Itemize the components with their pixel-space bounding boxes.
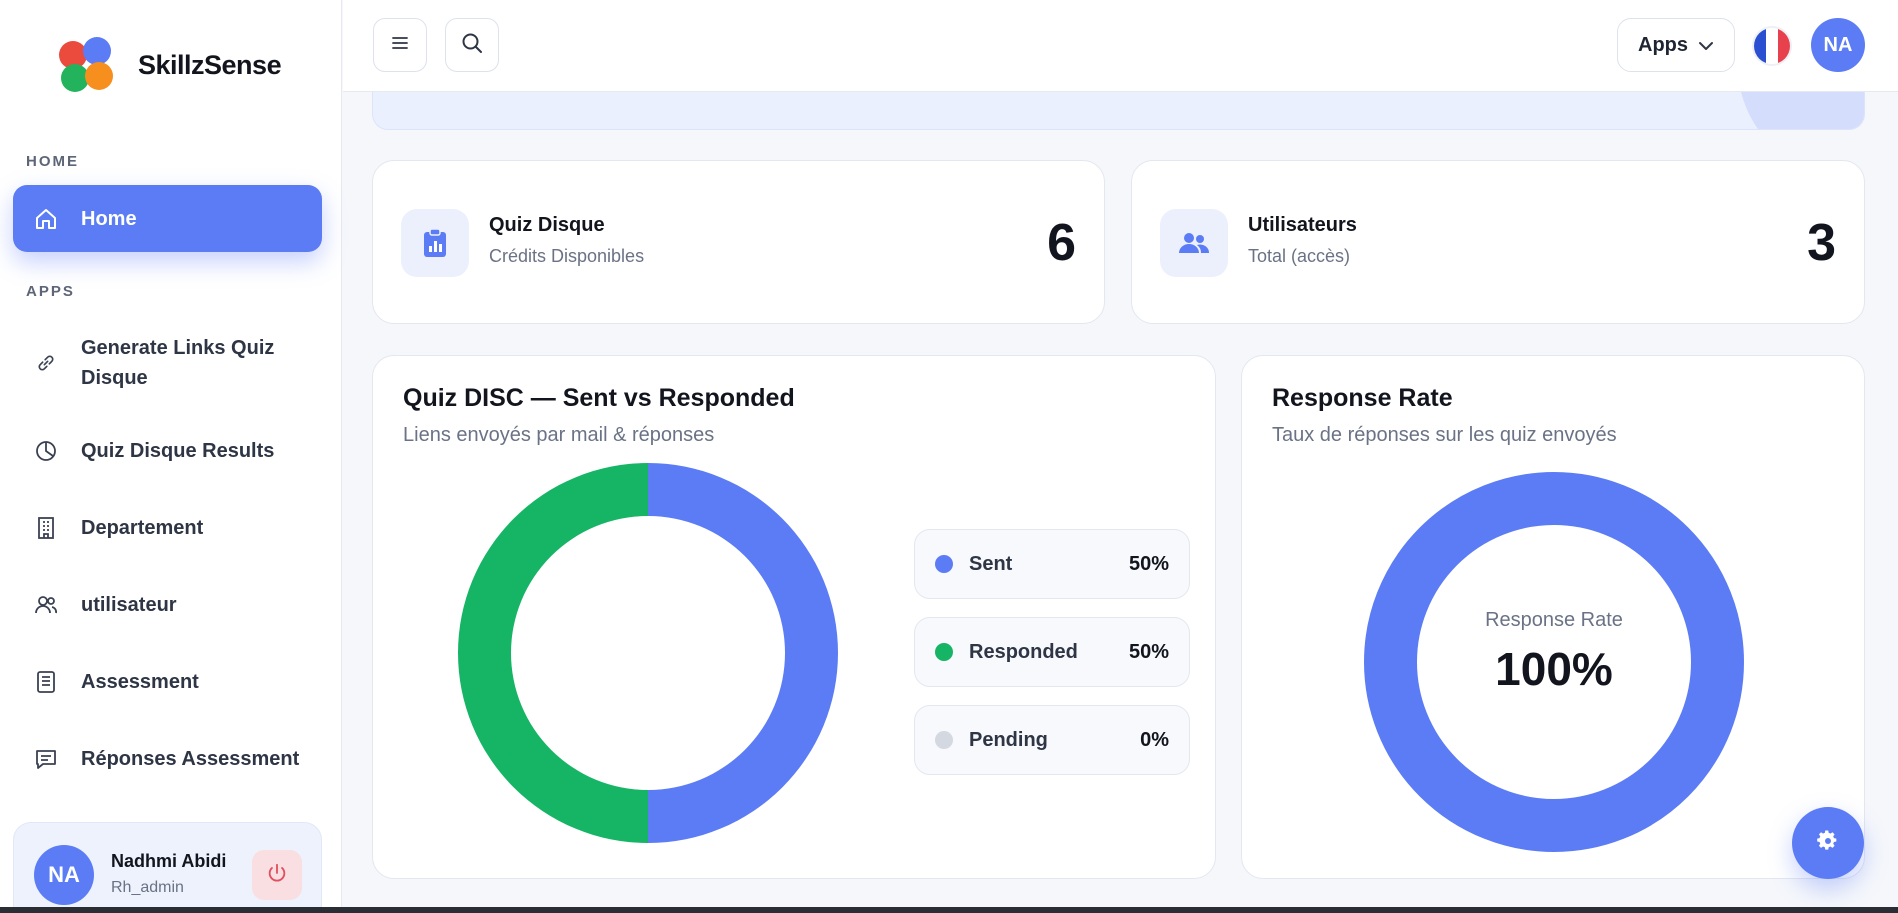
search-icon (460, 31, 484, 60)
user-role: Rh_admin (111, 879, 184, 896)
legend-value: 50% (1128, 552, 1169, 575)
sidebar-item-departement[interactable]: Departement (13, 505, 322, 551)
menu-icon (391, 35, 409, 56)
top-header: Apps NA (343, 0, 1898, 92)
stat-value: 3 (1807, 214, 1836, 272)
bottom-edge (0, 907, 1898, 913)
sidebar-item-generate-links[interactable]: Generate Links Quiz Disque (13, 329, 322, 397)
building-icon (33, 515, 59, 541)
brand-name: SkillzSense (138, 49, 282, 80)
chart-title: Response Rate (1272, 384, 1453, 412)
search-button[interactable] (445, 18, 499, 72)
stat-subtitle: Total (accès) (1248, 246, 1351, 266)
header-avatar[interactable]: NA (1811, 18, 1865, 72)
sidebar-item-quiz-results[interactable]: Quiz Disque Results (13, 428, 322, 474)
chart-card-response-rate: Response Rate Taux de réponses sur les q… (1241, 355, 1865, 879)
sidebar: SkillzSense HOME Home APPS Generate Link… (0, 0, 342, 913)
legend-item-pending[interactable]: Pending 0% (914, 705, 1190, 775)
link-icon (33, 350, 59, 376)
rate-donut-wrapper: Response Rate 100% (1364, 472, 1744, 852)
disc-donut-chart (458, 463, 838, 843)
logout-button[interactable] (252, 850, 302, 900)
skillzsense-logo (56, 34, 118, 96)
list-icon (33, 669, 59, 695)
legend-value: 50% (1128, 640, 1169, 663)
donut-center-label: Response Rate (1485, 609, 1623, 631)
chart-title: Quiz DISC — Sent vs Responded (403, 384, 795, 412)
chevron-down-icon (1698, 34, 1714, 57)
home-icon (33, 206, 59, 232)
rate-donut-chart (1364, 472, 1744, 852)
donut-slice-sent (648, 463, 838, 843)
sidebar-item-reponses-assessment[interactable]: Réponses Assessment (13, 736, 322, 782)
chart-card-disc: Quiz DISC — Sent vs Responded Liens envo… (372, 355, 1216, 879)
stat-title: Quiz Disque (489, 214, 605, 236)
donut-slice-response-rate (1364, 472, 1744, 852)
sidebar-item-label: Assessment (81, 671, 199, 693)
message-icon (33, 746, 59, 772)
legend-dot (935, 555, 953, 573)
donut-slice-responded (458, 463, 648, 843)
avatar[interactable]: NA (34, 845, 94, 905)
stat-card-quiz-disque: Quiz Disque Crédits Disponibles 6 (372, 160, 1105, 324)
donut-center-value: 100% (1495, 643, 1613, 695)
section-title-home: HOME (26, 153, 79, 170)
section-title-apps: APPS (26, 283, 75, 300)
stat-value: 6 (1047, 214, 1076, 272)
settings-button[interactable] (1792, 807, 1864, 879)
chart-subtitle: Taux de réponses sur les quiz envoyés (1272, 424, 1617, 446)
legend-item-sent[interactable]: Sent 50% (914, 529, 1190, 599)
sidebar-item-label: Quiz Disque Results (81, 440, 275, 462)
legend-label: Sent (969, 552, 1013, 575)
legend-value: 0% (1140, 728, 1169, 751)
sidebar-item-home[interactable]: Home (13, 185, 322, 252)
sidebar-item-label: Generate Links Quiz Disque (81, 337, 275, 389)
pie-chart-icon (33, 438, 59, 464)
legend-dot (935, 731, 953, 749)
legend-label: Responded (969, 640, 1078, 663)
user-name: Nadhmi Abidi (111, 851, 227, 871)
chart-subtitle: Liens envoyés par mail & réponses (403, 424, 715, 446)
sidebar-item-utilisateur[interactable]: utilisateur (13, 582, 322, 628)
stat-title: Utilisateurs (1248, 214, 1357, 236)
stat-card-utilisateurs: Utilisateurs Total (accès) 3 (1131, 160, 1865, 324)
french-flag-icon[interactable] (1752, 26, 1792, 66)
stat-subtitle: Crédits Disponibles (489, 246, 645, 266)
sidebar-item-label: utilisateur (81, 594, 177, 616)
user-card: NA Nadhmi Abidi Rh_admin (13, 822, 322, 913)
sidebar-item-label: Home (81, 207, 137, 230)
users-icon (33, 592, 59, 618)
sidebar-item-assessment[interactable]: Assessment (13, 659, 322, 705)
legend-dot (935, 643, 953, 661)
gear-icon (1816, 829, 1840, 858)
menu-toggle-button[interactable] (373, 18, 427, 72)
legend-item-responded[interactable]: Responded 50% (914, 617, 1190, 687)
brand[interactable]: SkillzSense (56, 34, 282, 96)
legend-label: Pending (969, 728, 1048, 751)
power-icon (266, 862, 288, 889)
sidebar-item-label: Departement (81, 517, 204, 539)
users-icon (1160, 209, 1228, 277)
sidebar-item-label: Réponses Assessment (81, 748, 300, 770)
clipboard-chart-icon (401, 209, 469, 277)
apps-label: Apps (1638, 33, 1688, 56)
apps-dropdown[interactable]: Apps (1617, 18, 1735, 72)
